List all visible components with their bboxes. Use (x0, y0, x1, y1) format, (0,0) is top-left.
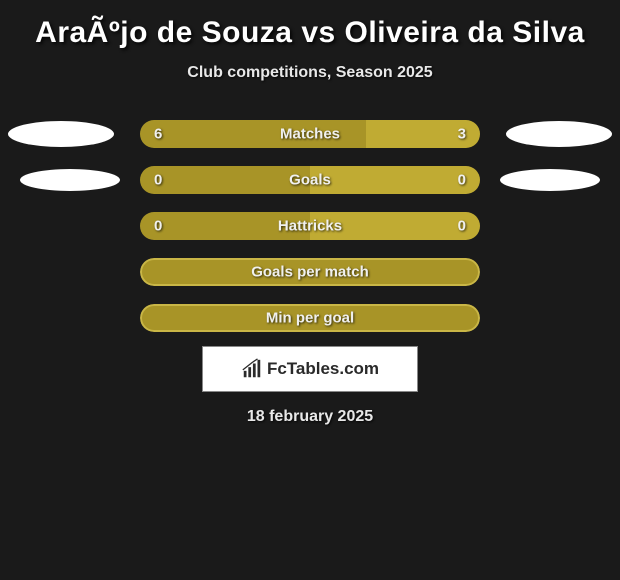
stat-row: Min per goal (0, 304, 620, 332)
stat-bar: Matches 6 3 (140, 120, 480, 148)
stat-label: Goals per match (251, 264, 369, 281)
stat-value-right: 0 (458, 218, 466, 235)
stat-bar: Goals per match (140, 258, 480, 286)
stat-value-right: 3 (458, 126, 466, 143)
stat-bar: Min per goal (140, 304, 480, 332)
stat-label: Matches (280, 126, 340, 143)
stat-row: Matches 6 3 (0, 120, 620, 148)
stat-row: Hattricks 0 0 (0, 212, 620, 240)
stat-row: Goals 0 0 (0, 166, 620, 194)
page-subtitle: Club competitions, Season 2025 (187, 64, 432, 82)
stat-value-left: 0 (154, 172, 162, 189)
stat-label: Goals (289, 172, 331, 189)
stat-bar: Goals 0 0 (140, 166, 480, 194)
stat-value-left: 6 (154, 126, 162, 143)
player-marker-left (20, 169, 120, 191)
stat-bar-right (310, 166, 480, 194)
stat-bar-left (140, 166, 310, 194)
player-marker-right (500, 169, 600, 191)
page-title: AraÃºjo de Souza vs Oliveira da Silva (35, 16, 585, 50)
player-marker-right (506, 121, 612, 147)
brand-badge[interactable]: FcTables.com (202, 346, 418, 392)
brand-text: FcTables.com (267, 359, 379, 379)
stat-label: Min per goal (266, 310, 354, 327)
stat-rows: Matches 6 3 Goals 0 0 Hattricks 0 0 Goals per mat… (0, 120, 620, 332)
stat-row: Goals per match (0, 258, 620, 286)
player-marker-left (8, 121, 114, 147)
stat-value-left: 0 (154, 218, 162, 235)
stat-value-right: 0 (458, 172, 466, 189)
footer-date: 18 february 2025 (247, 408, 373, 426)
chart-icon (241, 358, 263, 380)
comparison-infographic: AraÃºjo de Souza vs Oliveira da Silva Cl… (0, 0, 620, 436)
stat-bar: Hattricks 0 0 (140, 212, 480, 240)
stat-label: Hattricks (278, 218, 342, 235)
